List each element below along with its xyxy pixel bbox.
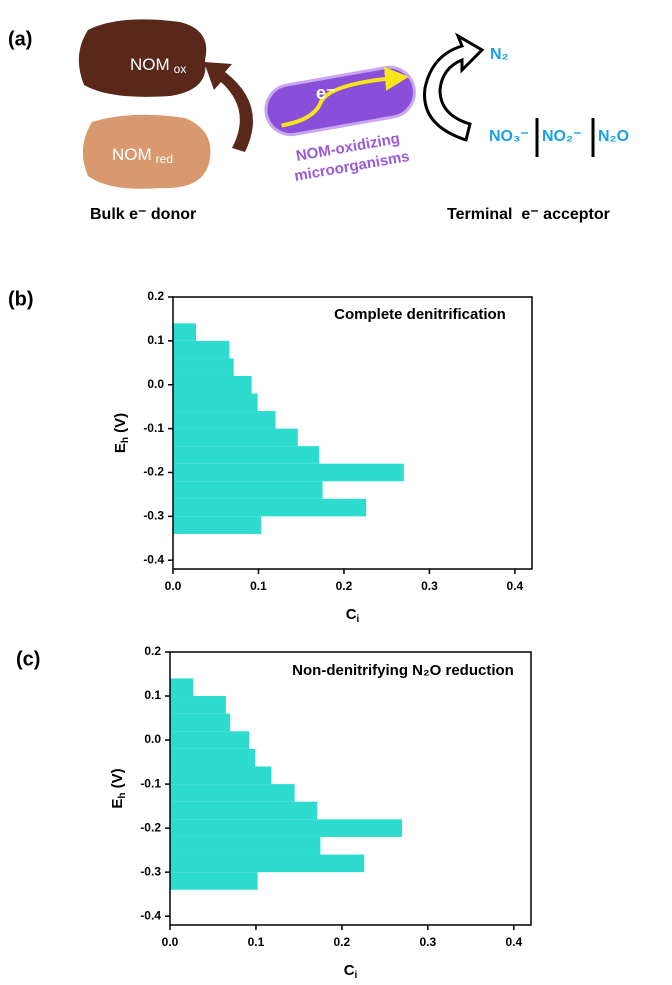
acceptor-label: Terminal e⁻ acceptor [447, 206, 610, 223]
x-axis-label-sub: i [355, 970, 358, 981]
return-arrow [204, 62, 254, 152]
nom-ox-label: NOM ox [130, 55, 186, 76]
bar [173, 446, 320, 464]
nom-ox-blob [78, 19, 207, 97]
y-axis-label-main: E [109, 799, 126, 809]
acceptor: NO₃⁻ [489, 128, 529, 145]
panel-label: (b) [8, 288, 34, 310]
electron-arrow [281, 66, 409, 128]
y-axis-label: Eh (V) [109, 768, 128, 808]
y-axis-label-sub: h [120, 437, 131, 443]
x-tick-label: 0.1 [250, 579, 267, 593]
x-axis-label: Ci [346, 606, 360, 625]
bar [173, 411, 276, 429]
y-tick-label: -0.3 [143, 509, 164, 523]
x-tick-label: 0.2 [334, 935, 351, 949]
bar [170, 819, 403, 837]
x-axis-label: Ci [344, 962, 358, 981]
y-tick-label: 0.1 [147, 333, 164, 347]
bar [173, 498, 367, 517]
bar [173, 428, 298, 447]
x-tick-label: 0.2 [336, 579, 353, 593]
annotation: Complete denitrification [334, 306, 506, 323]
y-axis-label: Eh (V) [112, 413, 131, 453]
x-tick-label: 0.4 [507, 579, 524, 593]
donor-label: Bulk e⁻ donor [90, 206, 196, 223]
bar [170, 731, 250, 749]
bar [173, 375, 252, 394]
x-axis-label-main: C [346, 606, 357, 623]
plot-frame [169, 651, 532, 926]
y-tick-label: -0.1 [140, 776, 161, 790]
y-tick-label: -0.4 [143, 552, 164, 566]
y-tick-label: -0.1 [143, 421, 164, 435]
y-tick-label: -0.4 [140, 908, 161, 922]
panel-label: (c) [16, 648, 40, 670]
x-axis-label-main: C [344, 962, 355, 979]
n2-label: N₂ [490, 46, 509, 63]
x-tick-label: 0.3 [421, 579, 438, 593]
nom-red-blob [82, 114, 211, 189]
bar [170, 801, 317, 820]
bar [170, 836, 321, 855]
acceptor: NO₂⁻ [542, 128, 582, 145]
bar [173, 323, 197, 341]
x-tick-label: 0.1 [248, 935, 265, 949]
bar [170, 872, 258, 890]
y-axis-label-main: E [112, 443, 129, 453]
electron-label: e⁻ [316, 83, 336, 103]
y-tick-label: -0.2 [143, 465, 164, 479]
x-tick-label: 0.4 [505, 935, 522, 949]
nom-red-label: NOM red [112, 145, 173, 166]
bar [173, 481, 323, 499]
y-tick-label: -0.3 [140, 864, 161, 878]
bar [170, 696, 226, 714]
bar [170, 784, 295, 802]
bar [170, 678, 194, 697]
y-tick-label: -0.2 [140, 820, 161, 834]
bar [170, 854, 365, 873]
x-axis-label-sub: i [357, 614, 360, 625]
bar [173, 358, 234, 376]
x-tick-label: 0.0 [162, 935, 179, 949]
annotation: Non-denitrifying N₂O reduction [292, 662, 514, 679]
y-tick-label: 0.2 [144, 644, 161, 658]
y-axis-label-unit: (V) [109, 768, 126, 792]
bar [173, 340, 230, 359]
x-tick-label: 0.3 [420, 935, 437, 949]
y-axis-label-unit: (V) [112, 413, 129, 437]
microorganism [264, 65, 416, 137]
bar [173, 463, 404, 482]
y-tick-label: 0.1 [144, 688, 161, 702]
panel-label: (a) [8, 28, 32, 50]
bar [170, 766, 272, 785]
y-tick-label: 0.2 [147, 289, 164, 303]
x-tick-label: 0.0 [165, 579, 182, 593]
bar [173, 393, 258, 412]
bar [170, 748, 256, 767]
bar [170, 713, 231, 732]
y-axis-label-sub: h [117, 793, 128, 799]
y-tick-label: 0.0 [147, 377, 164, 391]
plot-frame [172, 296, 533, 570]
acceptor: N₂O [598, 128, 629, 145]
reduction-arrow [423, 32, 485, 142]
y-tick-label: 0.0 [144, 732, 161, 746]
bar [173, 516, 262, 534]
